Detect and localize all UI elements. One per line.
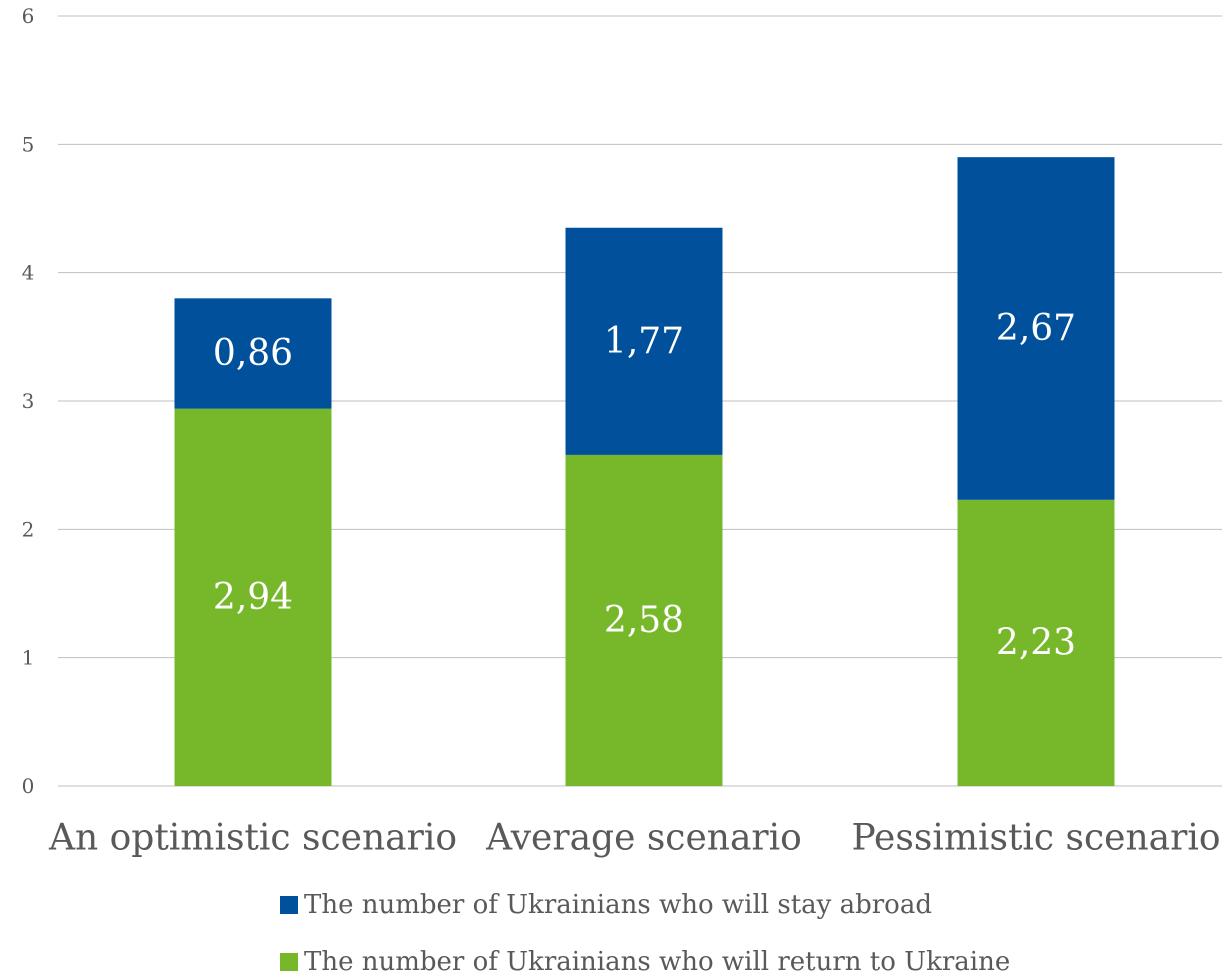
- data-label: 1,77: [604, 321, 684, 362]
- legend-label: The number of Ukrainians who will return…: [304, 947, 1010, 973]
- y-tick-label: 4: [22, 261, 35, 285]
- bar-segment: [957, 157, 1115, 500]
- bar-segment: [957, 499, 1115, 786]
- y-tick-label: 1: [22, 646, 35, 670]
- data-label: 2,94: [213, 577, 293, 618]
- x-category-label: Average scenario: [485, 818, 802, 859]
- data-label: 2,58: [604, 600, 684, 641]
- y-tick-label: 6: [22, 4, 35, 28]
- bar-segment: [174, 298, 332, 409]
- y-tick-label: 0: [22, 774, 35, 798]
- data-label: 0,86: [213, 333, 293, 374]
- bar-segment: [565, 227, 723, 455]
- x-axis-category-labels: An optimistic scenario Average scenario Pe…: [48, 818, 1221, 859]
- x-category-label: An optimistic scenario: [48, 818, 457, 859]
- y-tick-label: 5: [22, 132, 35, 156]
- y-axis-tick-labels: 0 1 2 3 4 5 6: [22, 4, 35, 798]
- bars: [174, 157, 1115, 786]
- data-label: 2,67: [996, 308, 1076, 349]
- data-labels: 2,94 0,86 2,58 1,77 2,23 2,67: [213, 308, 1076, 663]
- legend-swatch: [280, 896, 298, 914]
- bar-segment: [174, 408, 332, 786]
- legend-label: The number of Ukrainians who will stay a…: [304, 890, 932, 920]
- y-tick-label: 3: [22, 389, 35, 413]
- legend-swatch: [280, 953, 298, 971]
- y-tick-label: 2: [22, 517, 35, 541]
- bar-segment: [565, 454, 723, 786]
- legend: The number of Ukrainians who will stay a…: [280, 890, 1010, 973]
- data-label: 2,23: [996, 622, 1076, 663]
- x-category-label: Pessimistic scenario: [851, 818, 1220, 859]
